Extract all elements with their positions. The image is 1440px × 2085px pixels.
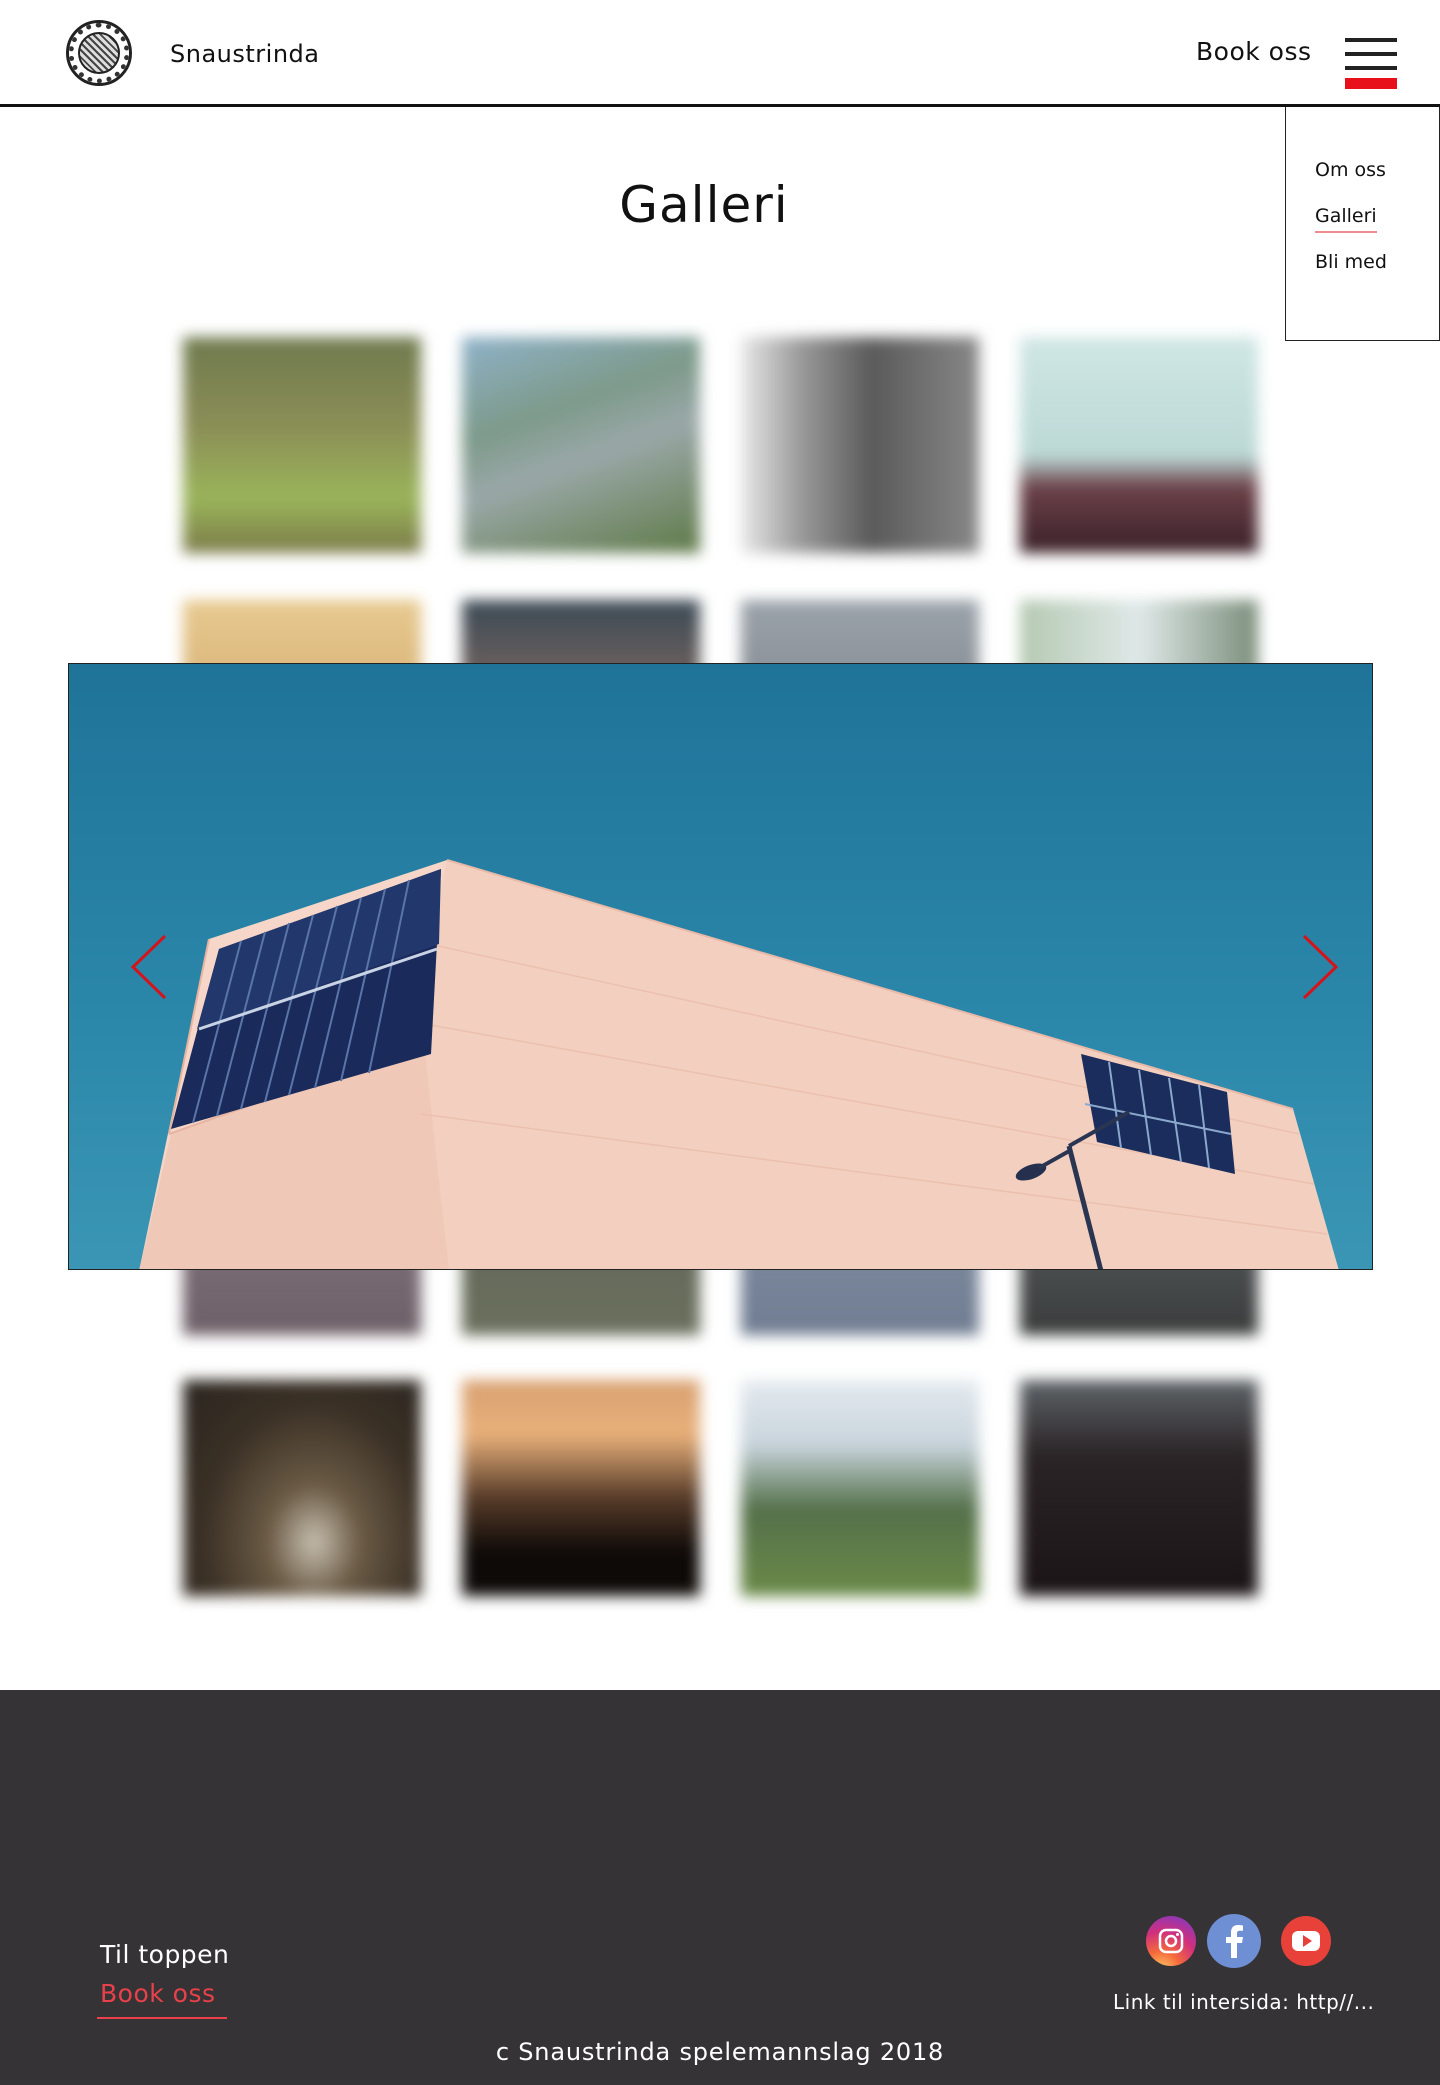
footer-book-us-link[interactable]: Book oss <box>100 1979 216 2008</box>
hamburger-menu-icon[interactable] <box>1345 36 1397 90</box>
chevron-left-icon[interactable] <box>127 932 177 1002</box>
site-header: Snaustrinda Book oss <box>0 0 1440 107</box>
gallery-thumbnail[interactable] <box>1020 337 1258 553</box>
chevron-right-icon[interactable] <box>1296 932 1346 1002</box>
menu-item-galleri[interactable]: Galleri <box>1315 205 1377 233</box>
gallery-thumbnail[interactable] <box>741 337 979 553</box>
menu-item-om-oss[interactable]: Om oss <box>1315 159 1386 181</box>
logo-emblem <box>78 32 120 74</box>
site-footer: Til toppen Book oss Link til intersida: … <box>0 1690 1440 2085</box>
menu-item-bli-med[interactable]: Bli med <box>1315 251 1387 273</box>
copyright-text: c Snaustrinda spelemannslag 2018 <box>495 2038 945 2066</box>
menu-bar <box>1345 66 1397 70</box>
building-photo <box>139 859 1339 1269</box>
logo-ring <box>69 23 129 83</box>
facebook-icon[interactable] <box>1207 1914 1261 1968</box>
external-link-text[interactable]: Link til intersida: http//... <box>1113 1990 1375 2014</box>
gallery-lightbox <box>68 663 1373 1270</box>
youtube-icon[interactable] <box>1281 1916 1331 1966</box>
instagram-icon[interactable] <box>1146 1916 1196 1966</box>
site-name[interactable]: Snaustrinda <box>170 40 320 68</box>
gallery-thumbnail[interactable] <box>462 1380 700 1596</box>
page-title: Galleri <box>619 176 789 234</box>
book-us-link[interactable]: Book oss <box>1196 37 1312 66</box>
gallery-thumbnail[interactable] <box>462 337 700 553</box>
menu-bar <box>1345 38 1397 42</box>
nav-dropdown: Om oss Galleri Bli med <box>1285 107 1440 341</box>
gallery-thumbnail[interactable] <box>183 1380 421 1596</box>
book-link-underline <box>97 2017 227 2019</box>
menu-bar <box>1345 52 1397 56</box>
back-to-top-link[interactable]: Til toppen <box>100 1940 230 1969</box>
gallery-thumbnail[interactable] <box>183 337 421 553</box>
menu-bar-accent <box>1345 78 1397 89</box>
club-seal-logo[interactable] <box>66 20 132 86</box>
gallery-thumbnail[interactable] <box>741 1380 979 1596</box>
gallery-thumbnail[interactable] <box>1020 1380 1258 1596</box>
